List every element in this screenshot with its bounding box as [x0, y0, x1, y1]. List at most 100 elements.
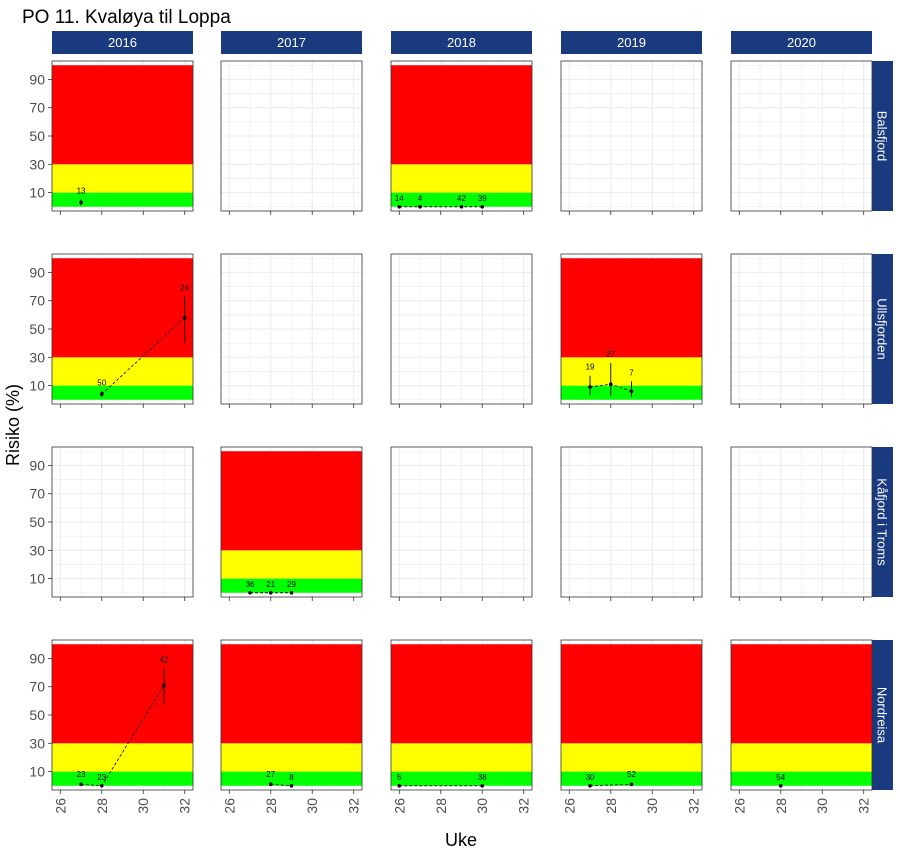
x-tick-label-2016-28: 28	[94, 798, 110, 814]
risk-band-green-2016-nordreisa	[52, 771, 193, 786]
y-tick-label-kafjord-i-troms-10: 10	[29, 571, 45, 587]
risk-band-green-2020-nordreisa	[731, 771, 872, 786]
year-strip-label-2019: 2019	[617, 35, 646, 50]
location-strip-label-nordreisa: Nordreisa	[875, 687, 890, 744]
chart-title: PO 11. Kvaløya til Loppa	[22, 7, 231, 28]
y-tick-label-ullsfjorden-10: 10	[29, 378, 45, 394]
risk-band-yellow-2017-nordreisa	[221, 743, 362, 772]
risk-band-red-2017-nordreisa	[221, 644, 362, 744]
x-tick-label-2020-28: 28	[773, 798, 789, 814]
sample-label-2016-balsfjord-0: 13	[77, 187, 86, 196]
location-strip-label-balsfjord: Balsfjord	[875, 111, 890, 162]
x-tick-label-2019-30: 30	[644, 798, 660, 814]
data-point-2017-kafjord-i-troms-1	[268, 590, 273, 595]
y-tick-label-balsfjord-50: 50	[29, 128, 45, 144]
x-tick-label-2017-30: 30	[304, 798, 320, 814]
x-tick-label-2019-28: 28	[603, 798, 619, 814]
panel-border-2020-kafjord-i-troms	[730, 446, 873, 598]
risk-band-yellow-2016-nordreisa	[52, 743, 193, 772]
y-tick-label-balsfjord-70: 70	[29, 100, 45, 116]
data-point-2018-balsfjord-1	[418, 204, 422, 209]
panel-border-2020-nordreisa	[730, 639, 873, 791]
location-strip-label-kafjord-i-troms: Kåfjord i Troms	[875, 478, 890, 566]
y-tick-label-kafjord-i-troms-30: 30	[29, 542, 45, 558]
risk-band-green-2018-balsfjord	[391, 192, 532, 207]
x-tick-label-2017-32: 32	[346, 798, 362, 814]
panel-border-2017-nordreisa	[220, 639, 363, 791]
location-strip-nordreisa	[871, 640, 893, 790]
panel-border-2017-ullsfjorden	[220, 253, 363, 405]
panel-border-2019-nordreisa	[560, 639, 703, 791]
panel-border-2019-ullsfjorden	[560, 253, 703, 405]
x-tick-label-2018-32: 32	[516, 798, 532, 814]
data-point-2018-balsfjord-0	[397, 204, 402, 209]
sample-label-2020-nordreisa-0: 54	[776, 773, 785, 782]
sample-label-2018-balsfjord-2: 42	[457, 194, 466, 203]
data-point-2018-nordreisa-1	[480, 783, 485, 788]
sample-label-2017-nordreisa-0: 27	[266, 770, 275, 779]
risk-band-green-2017-kafjord-i-troms	[221, 578, 362, 593]
risk-band-yellow-2016-ullsfjorden	[52, 357, 193, 386]
risk-line-2016-ullsfjorden	[101, 317, 185, 395]
year-strip-2017	[221, 31, 362, 54]
sample-label-2016-ullsfjorden-1: 24	[180, 283, 189, 292]
risk-band-red-2018-nordreisa	[391, 644, 532, 744]
risk-band-yellow-2018-nordreisa	[391, 743, 532, 772]
x-tick-label-2018-26: 26	[391, 798, 407, 814]
data-point-2016-balsfjord-0	[79, 200, 83, 205]
x-tick-label-2016-26: 26	[52, 798, 68, 814]
year-strip-label-2020: 2020	[787, 35, 816, 50]
year-strip-2020	[731, 31, 872, 54]
data-point-2019-ullsfjorden-2	[629, 389, 634, 394]
year-strip-2016	[52, 31, 193, 54]
year-strip-label-2018: 2018	[447, 35, 476, 50]
x-tick-label-2016-32: 32	[177, 798, 193, 814]
data-point-2019-nordreisa-0	[588, 783, 592, 788]
y-tick-label-kafjord-i-troms-90: 90	[29, 457, 45, 473]
year-strip-label-2017: 2017	[277, 35, 306, 50]
risk-band-yellow-2016-balsfjord	[52, 164, 193, 193]
sample-label-2018-nordreisa-0: 5	[397, 773, 402, 782]
data-point-2017-kafjord-i-troms-0	[248, 590, 252, 595]
y-tick-label-kafjord-i-troms-70: 70	[29, 486, 45, 502]
sample-label-2018-balsfjord-3: 39	[478, 194, 487, 203]
x-axis-title: Uke	[445, 830, 477, 850]
y-tick-label-nordreisa-70: 70	[29, 679, 45, 695]
y-tick-label-nordreisa-10: 10	[29, 764, 45, 780]
panel-border-2020-ullsfjorden	[730, 253, 873, 405]
sample-label-2017-kafjord-i-troms-1: 21	[266, 580, 275, 589]
sample-label-2018-balsfjord-1: 4	[418, 194, 423, 203]
data-point-2017-kafjord-i-troms-2	[289, 590, 294, 595]
sample-label-2017-nordreisa-1: 8	[289, 773, 294, 782]
x-tick-label-2018-28: 28	[433, 798, 449, 814]
data-point-2016-nordreisa-1	[99, 783, 104, 788]
risk-band-green-2018-nordreisa	[391, 771, 532, 786]
panel-border-2017-kafjord-i-troms	[220, 446, 363, 598]
sample-label-2019-nordreisa-1: 52	[627, 770, 636, 779]
location-strip-kafjord-i-troms	[871, 447, 893, 597]
y-tick-label-nordreisa-50: 50	[29, 707, 45, 723]
risk-band-yellow-2018-balsfjord	[391, 164, 532, 193]
y-tick-label-ullsfjorden-90: 90	[29, 264, 45, 280]
y-tick-label-ullsfjorden-70: 70	[29, 293, 45, 309]
year-strip-2019	[561, 31, 702, 54]
location-strip-ullsfjorden	[871, 254, 893, 404]
panel-border-2017-balsfjord	[220, 60, 363, 212]
sample-label-2016-nordreisa-1: 23	[97, 773, 106, 782]
data-point-2018-balsfjord-3	[480, 204, 485, 209]
risk-band-yellow-2017-kafjord-i-troms	[221, 550, 362, 579]
y-tick-label-balsfjord-90: 90	[29, 71, 45, 87]
year-strip-2018	[391, 31, 532, 54]
panel-border-2018-balsfjord	[390, 60, 533, 212]
risk-line-2017-nordreisa	[270, 783, 292, 787]
risk-band-green-2016-ullsfjorden	[52, 385, 193, 400]
sample-label-2019-ullsfjorden-2: 7	[629, 368, 634, 377]
data-point-2019-nordreisa-1	[629, 782, 634, 787]
risk-band-red-2017-kafjord-i-troms	[221, 451, 362, 551]
risk-band-red-2019-nordreisa	[561, 644, 702, 744]
panel-border-2019-balsfjord	[560, 60, 703, 212]
data-point-2016-ullsfjorden-1	[182, 315, 187, 320]
risk-band-red-2018-balsfjord	[391, 65, 532, 165]
